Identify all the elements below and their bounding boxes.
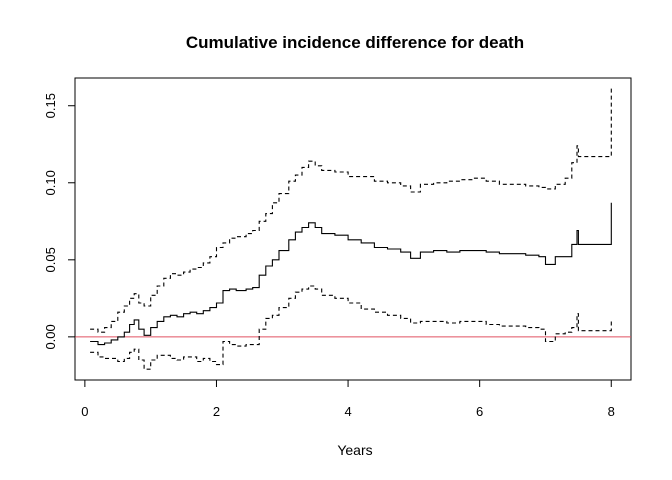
y-tick-label-3: 0.15 [43, 93, 58, 118]
series-line-0 [90, 202, 612, 346]
y-tick-label-0: 0.00 [43, 324, 58, 349]
x-tick-label-2: 4 [344, 404, 351, 419]
x-axis: 0 2 4 6 8 [81, 379, 615, 419]
y-tick-label-1: 0.05 [43, 247, 58, 272]
x-tick-label-4: 8 [608, 404, 615, 419]
x-tick-label-3: 6 [476, 404, 483, 419]
series-layer [90, 85, 612, 370]
x-tick-label-0: 0 [81, 404, 88, 419]
x-tick-label-1: 2 [213, 404, 220, 419]
plot-area-frame [74, 77, 632, 381]
series-line-1 [90, 85, 612, 333]
x-axis-label: Years [337, 442, 372, 458]
series-line-2 [90, 285, 612, 370]
y-axis: 0.00 0.05 0.10 0.15 [43, 93, 76, 350]
chart-title: Cumulative incidence difference for deat… [186, 33, 524, 52]
y-tick-label-2: 0.10 [43, 170, 58, 195]
